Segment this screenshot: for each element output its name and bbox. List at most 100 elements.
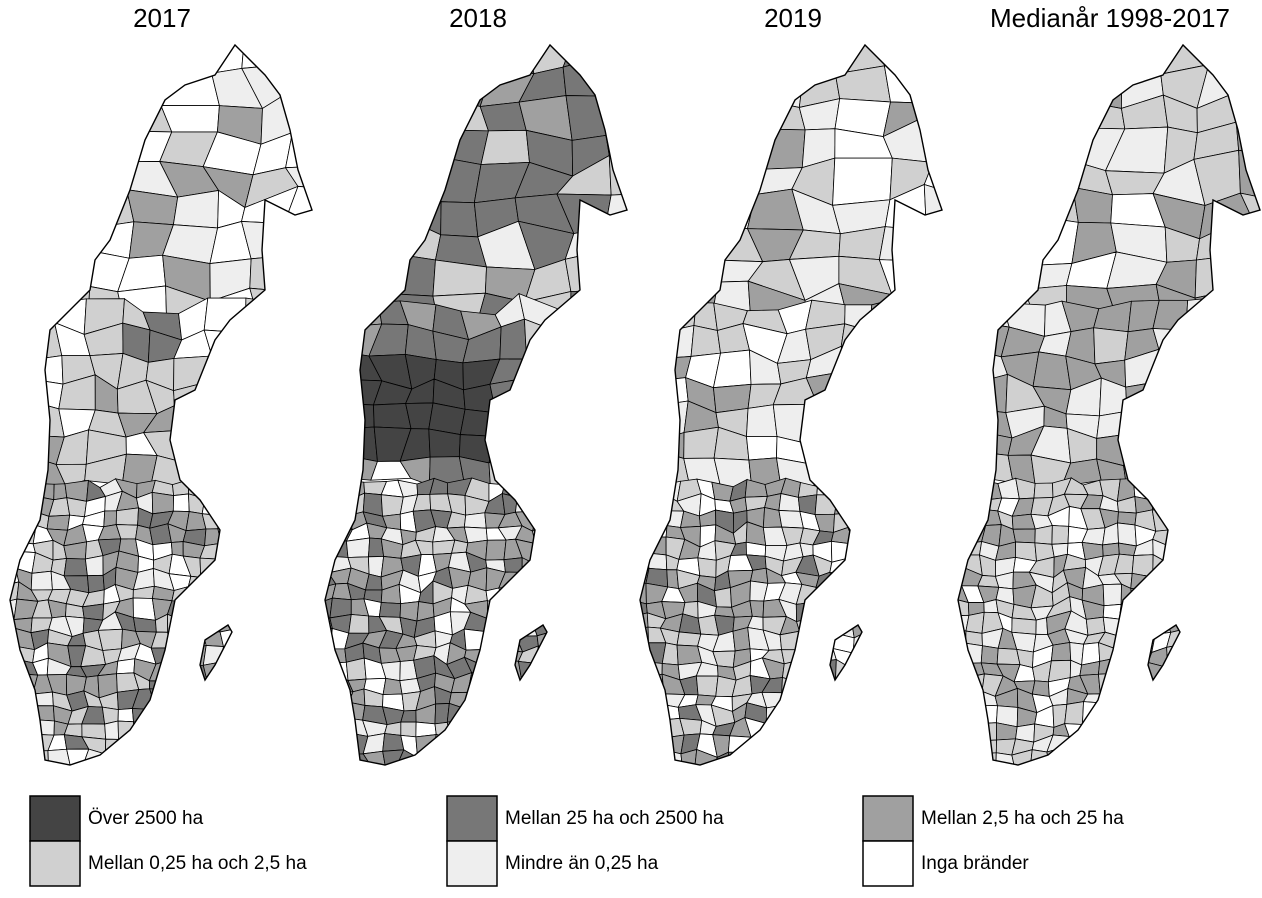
region [989,214,1041,266]
region [170,659,186,682]
choropleth-map [324,44,628,766]
region [1215,690,1239,708]
region [588,585,601,606]
region [778,752,804,765]
region [1160,398,1196,437]
region [1219,755,1240,765]
region [850,705,872,726]
region [1232,706,1256,726]
region [235,553,259,574]
region [10,617,16,634]
region [10,131,50,153]
region [565,613,592,636]
region [216,537,241,560]
region [1149,586,1174,606]
region [1249,605,1260,619]
region [1068,58,1123,109]
region [815,586,839,603]
region [450,539,469,554]
region [501,690,523,712]
region [834,724,856,741]
region [74,221,135,259]
region [616,615,627,637]
region [292,86,312,133]
region [235,613,253,629]
region [330,701,353,720]
region [617,572,627,593]
region [1253,570,1260,590]
region [325,348,347,380]
region [345,537,371,558]
region [992,262,1041,290]
region [803,403,843,444]
region [217,601,241,622]
region [915,764,940,765]
region [931,707,942,726]
region [514,690,541,712]
region [326,495,340,510]
region [761,736,783,755]
region [1152,574,1170,592]
region [746,404,778,437]
region [1079,733,1103,753]
region [499,604,521,621]
region [83,45,127,73]
legend-swatch [862,795,914,842]
region [979,181,1033,234]
region [1236,529,1259,542]
region [1200,701,1223,725]
region [915,92,942,134]
region [834,681,853,694]
region [1166,642,1190,669]
region [13,762,34,765]
region [304,509,312,532]
region [1198,494,1225,515]
region [582,718,608,738]
region [272,512,293,532]
legend-label: Inga bränder [921,853,1029,874]
region [920,737,939,752]
region [160,105,220,133]
region [297,456,312,494]
region [950,690,972,709]
region [1099,732,1121,757]
region [271,404,305,429]
region [1200,522,1220,547]
region [10,658,21,676]
region [180,429,210,463]
region [200,722,226,743]
region [217,719,242,743]
region [1233,574,1258,589]
region [617,494,627,510]
region [835,399,878,429]
region [866,347,901,383]
region [1213,373,1252,415]
region [325,506,332,527]
region [937,750,942,765]
legend-label: Mellan 2,5 ha och 25 ha [921,808,1124,829]
region [833,690,852,712]
region [291,678,310,691]
region [640,452,667,490]
region [30,570,53,591]
region [949,506,968,529]
region [10,762,20,765]
region [600,646,625,665]
region [253,659,272,680]
region [748,56,806,108]
region [745,762,764,765]
region [1011,617,1037,635]
region [1154,704,1166,725]
region [121,45,168,73]
region [643,510,668,527]
region [949,496,968,514]
region [682,769,694,785]
region [269,480,288,499]
region [587,596,601,619]
region [961,704,983,725]
region [10,85,51,136]
region [881,538,903,557]
region [727,751,752,765]
region [573,568,590,590]
region [185,599,207,623]
